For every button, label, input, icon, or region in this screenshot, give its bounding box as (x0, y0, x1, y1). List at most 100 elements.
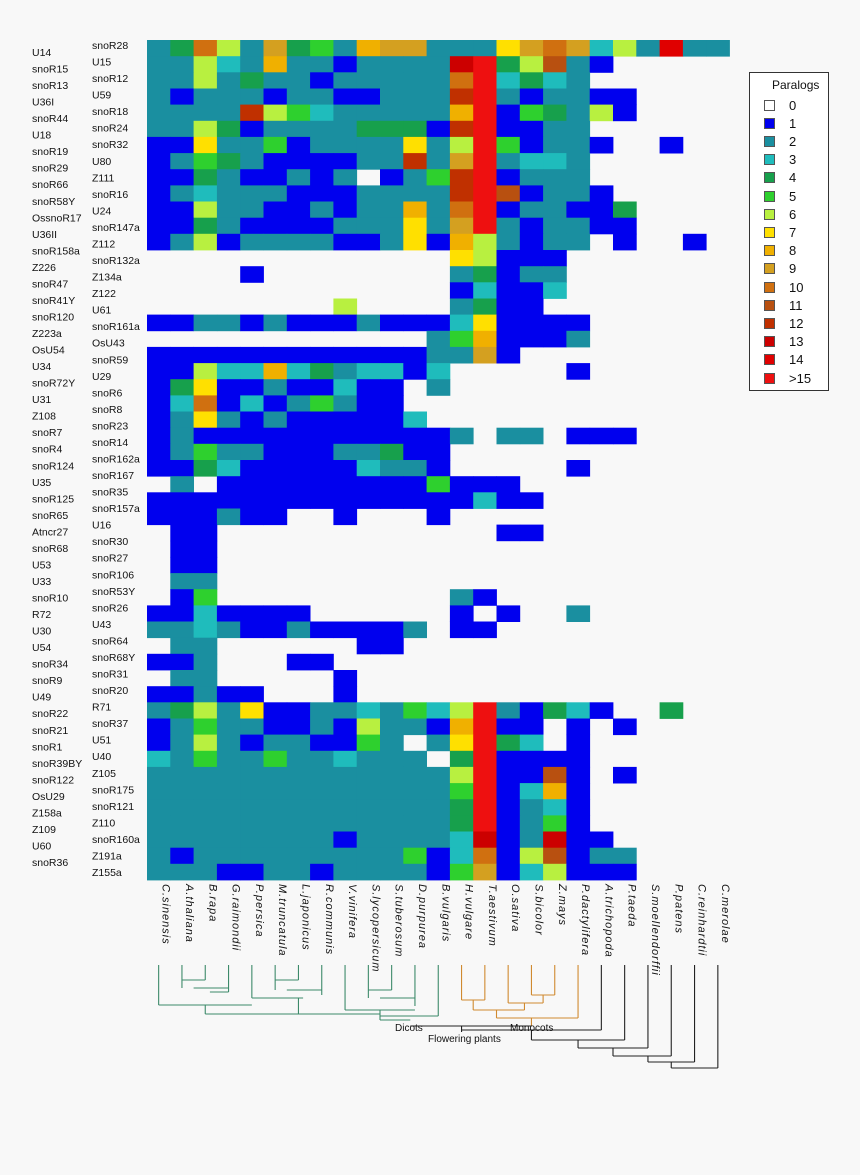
heatmap-cell (380, 831, 404, 849)
right-row-label: OsU43 (92, 338, 125, 350)
legend-item: 14 (764, 352, 803, 367)
heatmap-cell (310, 346, 334, 364)
heatmap-cell (566, 233, 591, 251)
heatmap-cell (263, 104, 288, 122)
heatmap-cell (286, 104, 311, 122)
heatmap-cell (310, 153, 334, 170)
heatmap-cell (543, 799, 567, 816)
heatmap-cell (216, 766, 241, 784)
heatmap-cell (216, 56, 241, 73)
heatmap-cell (193, 734, 218, 752)
heatmap-cell (216, 783, 241, 800)
right-row-labels: snoR28 U15 snoR12 U59 snoR18 snoR24 snoR32 U80 Z… (92, 40, 140, 879)
heatmap-cell (449, 282, 474, 299)
heatmap-cell (473, 734, 497, 752)
heatmap-cell (240, 734, 264, 752)
heatmap-cell (403, 621, 427, 639)
heatmap-cell (170, 670, 194, 687)
heatmap-cell (147, 395, 171, 412)
heatmap-cell (310, 734, 334, 752)
heatmap-cell (333, 120, 358, 138)
right-row-label: snoR132a (92, 255, 140, 267)
heatmap-cell (426, 56, 451, 73)
heatmap-cell (426, 153, 451, 170)
heatmap-cell (613, 718, 637, 736)
heatmap-cell (193, 346, 218, 364)
heatmap-cell (473, 40, 497, 57)
heatmap-cell (566, 460, 591, 477)
heatmap-cell (473, 201, 497, 219)
heatmap-cell (333, 427, 358, 445)
heatmap-cell (333, 136, 358, 154)
heatmap-cell (543, 831, 567, 849)
column-label: M.truncatula (276, 884, 288, 957)
heatmap-cell (310, 783, 334, 800)
heatmap-cell (147, 153, 171, 170)
legend-label: 10 (789, 279, 804, 295)
heatmap-cell (193, 379, 218, 396)
heatmap-cell (286, 847, 311, 865)
left-row-labels: U14 snoR15 snoR13 U36I snoR44 U18 snoR19 snoR29… (32, 47, 82, 869)
heatmap-cell (496, 185, 521, 202)
heatmap-cell (566, 104, 591, 122)
left-row-label: Z109 (32, 824, 56, 836)
heatmap-cell (426, 185, 451, 202)
heatmap-cell (519, 815, 544, 832)
heatmap-cell (310, 492, 334, 509)
heatmap-cell (356, 847, 381, 865)
heatmap-cell (449, 88, 474, 106)
heatmap-cell (263, 766, 288, 784)
heatmap-cell (566, 314, 591, 332)
legend-item: 9 (764, 261, 796, 276)
heatmap-cell (473, 589, 497, 606)
heatmap-cell (193, 556, 218, 574)
heatmap-cell (170, 492, 194, 509)
right-row-label: snoR175 (92, 784, 134, 796)
tree-clade-label: Dicots (395, 1023, 423, 1034)
heatmap-cell (170, 831, 194, 849)
heatmap-cell (286, 88, 311, 106)
heatmap-cell (170, 88, 194, 106)
heatmap-cell (170, 734, 194, 752)
legend-item: 10 (764, 279, 804, 295)
heatmap-cell (333, 56, 358, 73)
heatmap-cell (449, 799, 474, 816)
heatmap-cell (263, 863, 288, 881)
heatmap-cell (473, 88, 497, 106)
heatmap-cell (473, 863, 497, 881)
left-row-label: snoR65 (32, 510, 68, 522)
heatmap-cell (473, 476, 497, 493)
heatmap-cell (566, 120, 591, 138)
heatmap-cell (193, 524, 218, 542)
heatmap-cell (403, 40, 427, 57)
column-label: D.purpurea (416, 884, 428, 949)
heatmap-cell (240, 750, 264, 768)
heatmap-cell (193, 831, 218, 849)
heatmap-cell (333, 201, 358, 219)
heatmap-cell (286, 863, 311, 881)
heatmap-cell (473, 847, 497, 865)
heatmap-cell (519, 217, 544, 235)
heatmap-cell (356, 217, 381, 235)
heatmap-cell (333, 314, 358, 332)
heatmap-cell (589, 88, 614, 106)
heatmap-cell (193, 104, 218, 122)
heatmap-cell (519, 120, 544, 138)
heatmap-cell (496, 847, 521, 865)
heatmap-cell (380, 88, 404, 106)
heatmap-cell (193, 395, 218, 412)
column-label: Z.mays (556, 883, 568, 926)
heatmap-cell (589, 217, 614, 235)
heatmap-cell (147, 427, 171, 445)
left-row-label: Z158a (32, 807, 62, 819)
heatmap-cell (240, 120, 264, 138)
heatmap-cell (380, 56, 404, 73)
heatmap-cell (263, 702, 288, 719)
heatmap-cell (310, 718, 334, 736)
heatmap-cell (170, 395, 194, 412)
legend-swatch (764, 190, 775, 202)
heatmap-cell (333, 718, 358, 736)
heatmap-cell (170, 653, 194, 671)
heatmap-cell (380, 72, 404, 89)
heatmap-cell (333, 346, 358, 364)
